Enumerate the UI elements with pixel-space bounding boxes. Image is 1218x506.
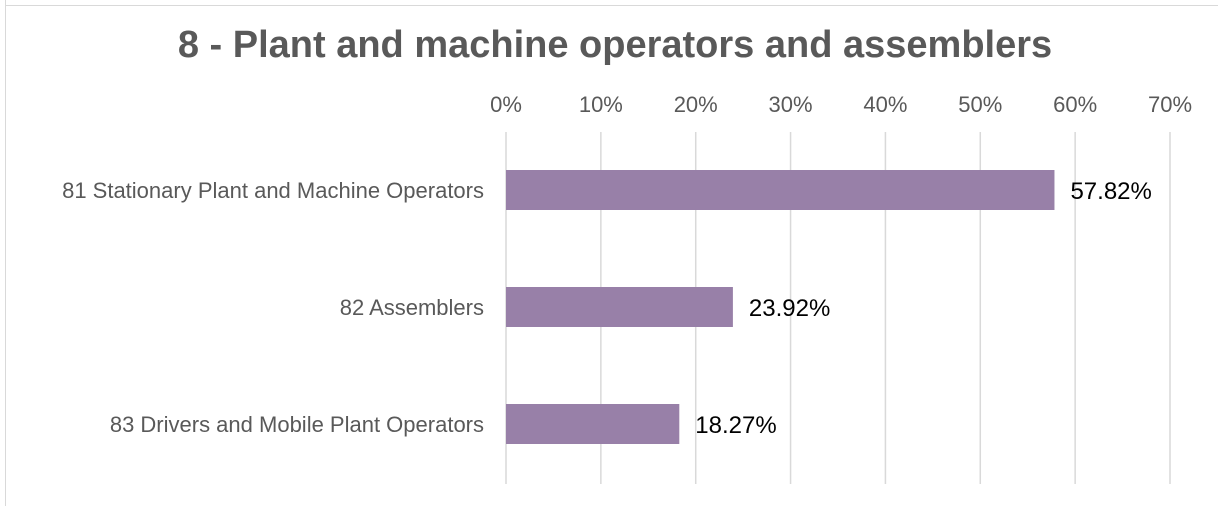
- x-tick-label: 40%: [863, 92, 907, 117]
- bar: [506, 287, 733, 327]
- chart-title: 8 - Plant and machine operators and asse…: [177, 24, 1053, 66]
- x-tick-label: 20%: [674, 92, 718, 117]
- bar: [506, 404, 680, 444]
- category-label: 82 Assemblers: [340, 295, 484, 320]
- data-label: 57.82%: [1070, 178, 1151, 205]
- frame-border-top: [5, 5, 1218, 6]
- x-tick-label: 0%: [490, 92, 522, 117]
- category-label: 83 Drivers and Mobile Plant Operators: [110, 412, 484, 437]
- x-tick-label: 30%: [769, 92, 813, 117]
- bar: [506, 170, 1055, 210]
- data-label: 18.27%: [695, 412, 776, 439]
- x-axis-ticks: 0% 10% 20% 30% 40% 50% 60% 70%: [490, 92, 1192, 117]
- data-labels: 57.82% 23.92% 18.27%: [695, 178, 1152, 439]
- x-tick-label: 10%: [579, 92, 623, 117]
- bars: [506, 170, 1055, 444]
- x-tick-label: 50%: [958, 92, 1002, 117]
- category-label: 81 Stationary Plant and Machine Operator…: [62, 178, 484, 203]
- category-labels: 81 Stationary Plant and Machine Operator…: [62, 178, 484, 437]
- x-tick-label: 70%: [1148, 92, 1192, 117]
- frame-border-left: [5, 0, 6, 506]
- x-tick-label: 60%: [1053, 92, 1097, 117]
- data-label: 23.92%: [749, 295, 830, 322]
